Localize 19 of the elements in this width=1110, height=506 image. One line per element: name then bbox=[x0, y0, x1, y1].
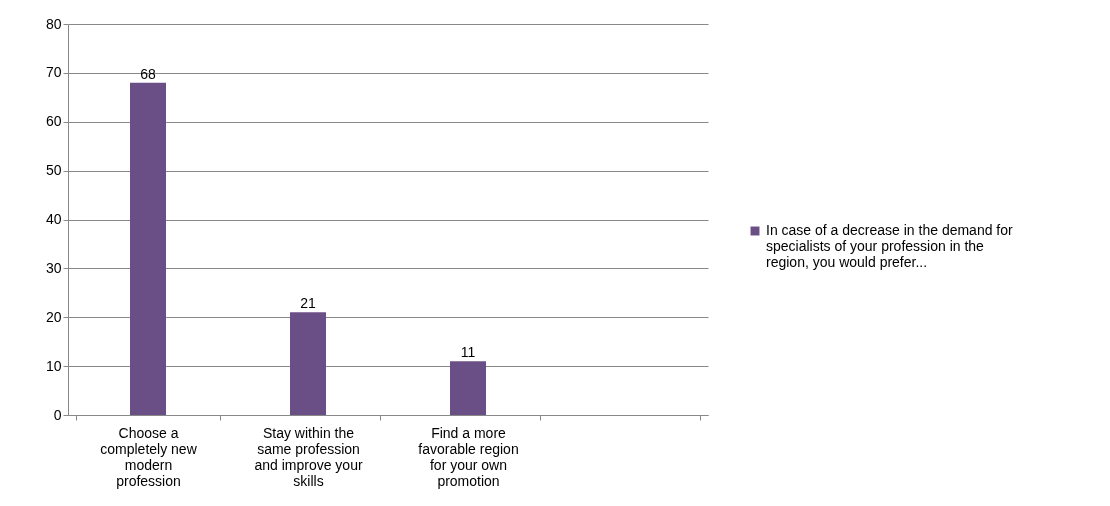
y-tick-label: 30 bbox=[45, 259, 62, 276]
bar bbox=[290, 312, 326, 415]
y-tick-label: 80 bbox=[45, 15, 62, 32]
y-tick-label: 70 bbox=[45, 64, 62, 81]
y-tick-label: 40 bbox=[45, 211, 62, 227]
data-label: 68 bbox=[140, 65, 156, 82]
data-label: 11 bbox=[460, 344, 476, 361]
y-tick-label: 50 bbox=[45, 162, 62, 179]
bar bbox=[450, 361, 486, 415]
legend-label: In case of a decrease in the demand for specialists of your profession in the region, you would prefer... bbox=[766, 222, 1014, 270]
bar bbox=[130, 82, 166, 415]
x-tick-label: Choose a completely new modern profession bbox=[100, 424, 198, 489]
x-tick-label: Stay within the same profession and improve your skills bbox=[254, 424, 363, 489]
y-tick-label: 0 bbox=[53, 406, 62, 423]
y-tick-label: 20 bbox=[45, 308, 62, 325]
x-tick-label: Find a more favorable region for your own promotion bbox=[418, 424, 519, 489]
y-tick-label: 60 bbox=[45, 113, 62, 130]
data-label: 21 bbox=[300, 295, 316, 312]
y-tick-label: 10 bbox=[45, 357, 62, 374]
